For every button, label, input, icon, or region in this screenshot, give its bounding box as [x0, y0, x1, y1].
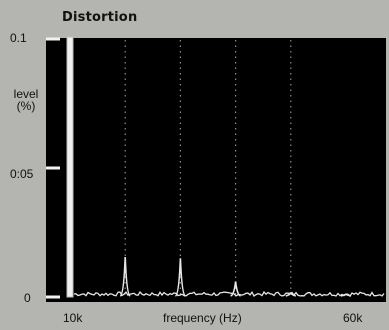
x-tick-label-60k: 60k: [343, 311, 363, 325]
harmonic-peak-4: [230, 281, 241, 297]
distortion-trace: [66, 36, 385, 298]
grid-lines: [124, 40, 292, 296]
harmonic-peak-5: [285, 291, 297, 297]
noise-floor: [73, 290, 385, 297]
y-axis-label: level (%): [6, 88, 46, 112]
harmonic-peak-1: [66, 36, 74, 298]
harmonic-peak-6: [340, 293, 352, 297]
chart-title: Distortion: [62, 10, 138, 25]
y-axis-label-line2: (%): [16, 99, 36, 113]
y-tick-mid: [46, 166, 60, 170]
y-tick-zero: [46, 295, 60, 299]
y-tick-label-mid: 0:05: [10, 167, 34, 181]
y-axis-label-line1: level: [13, 87, 39, 101]
y-tick-label-top: 0.1: [10, 31, 27, 45]
x-axis-label: frequency (Hz): [163, 311, 242, 325]
y-tick-marks: [46, 37, 60, 299]
harmonic-peak-2: [119, 256, 131, 297]
harmonic-peak-3: [174, 258, 186, 297]
x-tick-label-10k: 10k: [63, 311, 83, 325]
y-tick-label-zero: 0: [24, 291, 31, 305]
y-tick-top: [46, 37, 60, 41]
plot-area: [46, 38, 386, 302]
